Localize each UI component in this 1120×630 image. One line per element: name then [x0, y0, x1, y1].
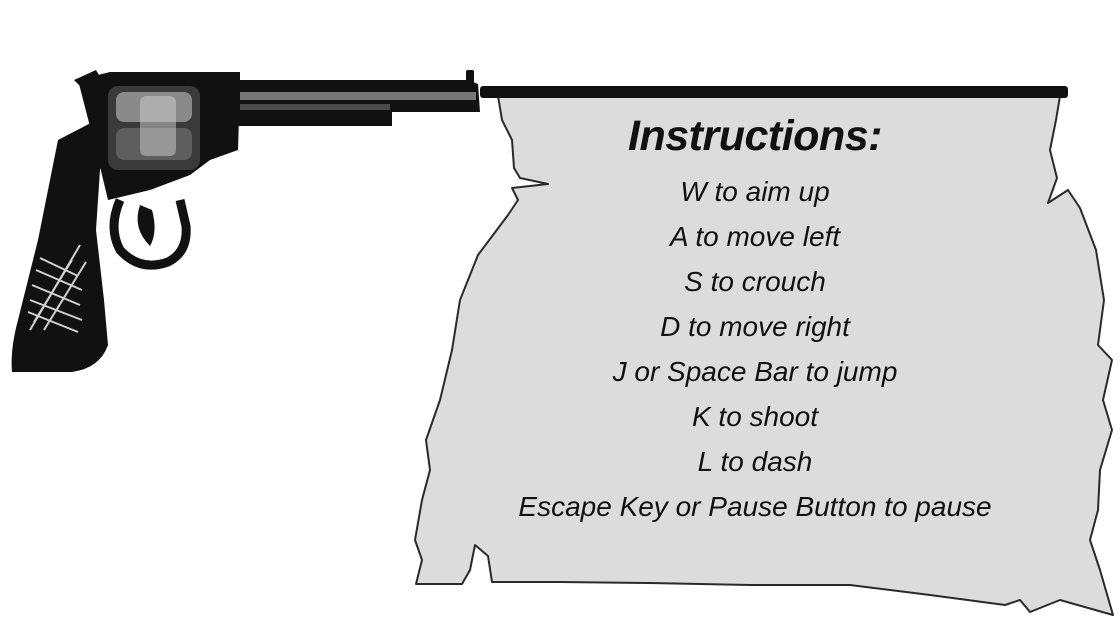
- instruction-crouch: S to crouch: [684, 266, 826, 297]
- revolver-icon: [11, 70, 480, 372]
- instructions-title: Instructions:: [628, 112, 882, 160]
- instruction-move-right: D to move right: [660, 311, 850, 342]
- instruction-move-left: A to move left: [669, 221, 841, 252]
- instruction-jump: J or Space Bar to jump: [612, 356, 898, 387]
- instruction-shoot: K to shoot: [691, 401, 819, 432]
- instruction-dash: L to dash: [697, 446, 813, 477]
- instructions-panel: Instructions: W to aim up A to move left…: [470, 108, 1040, 538]
- instruction-pause: Escape Key or Pause Button to pause: [518, 491, 992, 522]
- instructions-list: W to aim up A to move left S to crouch D…: [470, 169, 1040, 529]
- instruction-aim-up: W to aim up: [680, 176, 830, 207]
- torn-paper-banner: [414, 86, 1114, 616]
